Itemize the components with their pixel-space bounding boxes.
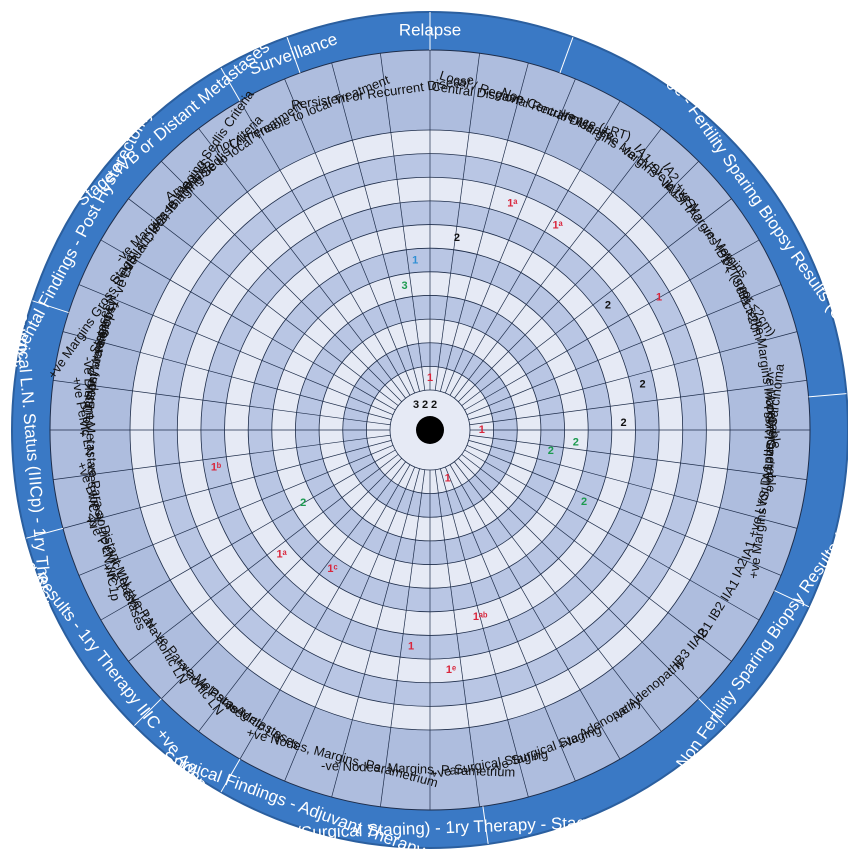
spoke-line — [449, 464, 621, 760]
spoke-line — [284, 78, 416, 394]
spoke-line — [198, 128, 406, 399]
outer-divider — [774, 590, 810, 608]
cell-mark: 2 — [548, 445, 554, 457]
spoke-line — [434, 469, 480, 807]
outer-divider — [698, 698, 726, 726]
spoke-line — [284, 466, 416, 782]
spoke-line — [461, 454, 732, 662]
cell-mark: 1 — [479, 424, 485, 436]
spoke-line — [468, 440, 798, 529]
spoke-line — [454, 128, 662, 399]
outer-divider — [559, 37, 574, 74]
spoke-line — [62, 440, 392, 529]
spoke-line — [440, 62, 529, 392]
outer-divider — [26, 527, 64, 539]
cell-mark: 1ᵃ — [277, 548, 288, 560]
outer-label: Relapse — [399, 20, 461, 39]
spoke-line — [128, 454, 399, 662]
spoke-line — [464, 449, 760, 621]
spoke-line — [331, 62, 420, 392]
cell-mark: 1 — [656, 292, 662, 304]
spoke-line — [469, 380, 807, 426]
center-label: 2 — [431, 399, 437, 411]
spoke-line — [198, 461, 406, 732]
spoke-line — [468, 331, 798, 420]
spoke-line — [331, 468, 420, 798]
cell-mark: 2 — [620, 417, 626, 429]
outer-divider — [220, 67, 241, 102]
cell-mark: 2 — [605, 299, 611, 311]
outer-divider — [134, 698, 162, 726]
cell-mark: 1ᵃ — [507, 198, 518, 210]
cell-mark: 2 — [573, 437, 579, 449]
cell-mark: 1ᵃᵇ — [473, 611, 488, 623]
category-label: -ve Distant Metastases IIIC2p — [81, 356, 102, 527]
spoke-line — [444, 78, 576, 394]
outer-divider — [808, 393, 847, 398]
spoke-line — [464, 239, 760, 411]
spoke-line — [53, 380, 391, 426]
outer-divider — [220, 758, 241, 793]
spoke-line — [466, 284, 782, 416]
spoke-line — [239, 464, 411, 760]
category-label: -ve Margins Operable — [764, 368, 779, 493]
spoke-line — [449, 100, 621, 396]
spoke-line — [380, 469, 426, 807]
cell-mark: 3 — [402, 280, 408, 292]
spoke-line — [434, 53, 480, 391]
cell-mark: 1 — [445, 473, 451, 485]
center-hub — [416, 416, 444, 444]
spoke-line — [440, 468, 529, 798]
spoke-line — [466, 444, 782, 576]
cell-mark: 1ᵉ — [446, 664, 456, 676]
outer-divider — [32, 300, 69, 314]
center-label: 3 — [413, 399, 419, 411]
center-label: 2 — [422, 399, 428, 411]
category-label: IA1 -ve LVSI — [759, 411, 778, 484]
spoke-line — [461, 198, 732, 406]
cell-mark: 1 — [408, 640, 414, 652]
outer-divider — [286, 37, 301, 74]
spoke-line — [53, 434, 391, 480]
spoke-line — [128, 198, 399, 406]
cell-mark: 2 — [639, 379, 645, 391]
category-label: -ve Biopsy — [80, 369, 100, 431]
spoke-line — [458, 458, 699, 699]
cell-mark: 1ᶜ — [327, 563, 337, 575]
spoke-line — [444, 466, 576, 782]
spoke-line — [78, 284, 394, 416]
spoke-line — [380, 53, 426, 391]
spoke-line — [100, 239, 396, 411]
spoke-line — [454, 461, 662, 732]
cell-mark: 1 — [427, 372, 433, 384]
cell-mark: 2 — [300, 497, 306, 509]
spoke-line — [78, 444, 394, 576]
radial-dividers — [26, 12, 847, 845]
cell-mark: 1ᵇ — [211, 462, 222, 474]
category-label: IA2 — [729, 556, 751, 580]
cell-mark: 2 — [454, 232, 460, 244]
cell-mark: 1ᵃ — [553, 220, 564, 232]
outer-divider — [482, 806, 489, 845]
spoke-line — [239, 100, 411, 396]
cell-mark: 1 — [412, 255, 418, 267]
spoke-line — [469, 434, 807, 480]
category-label: -ve Nodes, Margins, Parametrium — [321, 758, 516, 780]
spoke-line — [161, 161, 402, 402]
spoke-line — [100, 449, 396, 621]
spoke-line — [458, 161, 699, 402]
cell-mark: 2 — [581, 496, 587, 508]
spoke-line — [161, 458, 402, 699]
spoke-line — [62, 331, 392, 420]
